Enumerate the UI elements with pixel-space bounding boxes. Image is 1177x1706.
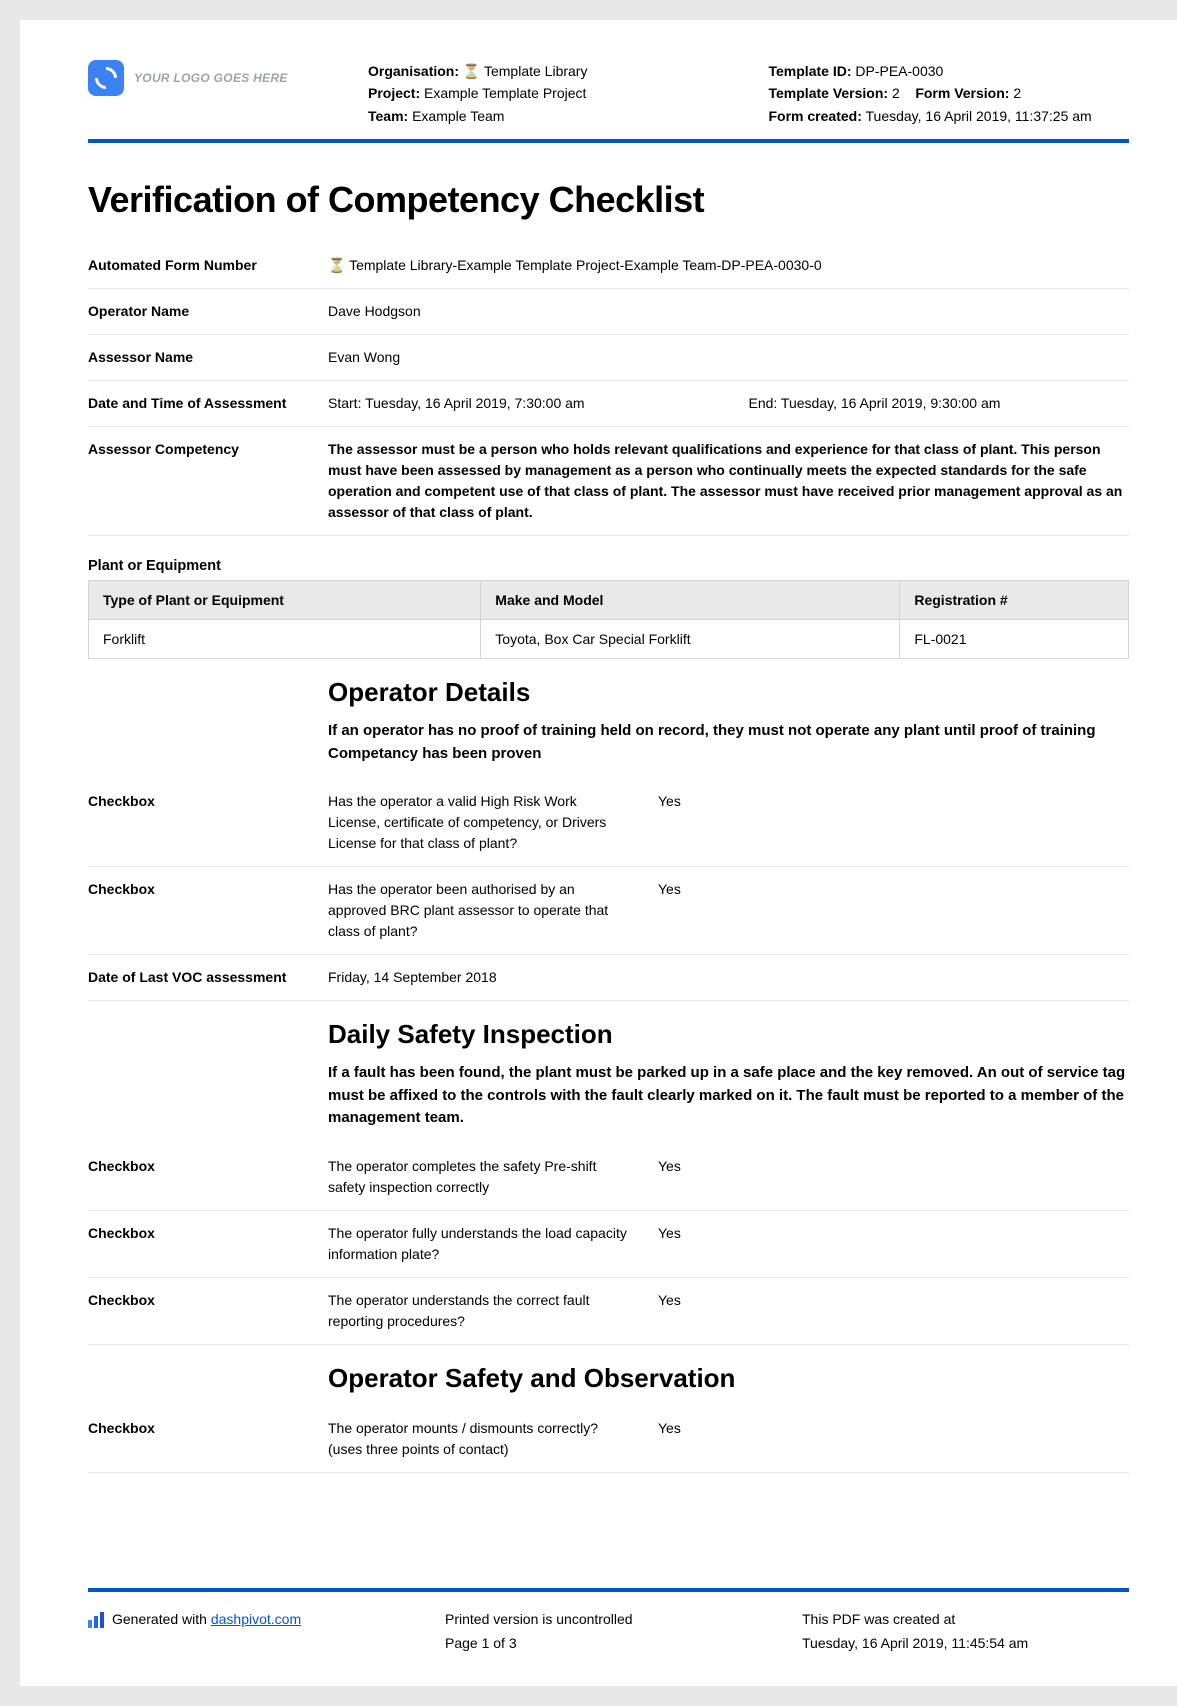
project-value: Example Template Project: [424, 85, 586, 101]
daily-safety-answer-2: Yes: [658, 1290, 718, 1332]
plant-table: Type of Plant or Equipment Make and Mode…: [88, 580, 1129, 659]
operator-safety-title: Operator Safety and Observation: [328, 1363, 1129, 1394]
header-meta: Organisation: ⏳ Template Library Project…: [368, 60, 1129, 127]
daily-safety-answer-1: Yes: [658, 1223, 718, 1265]
plant-cell-make: Toyota, Box Car Special Forklift: [481, 620, 900, 659]
daily-safety-row-1: Checkbox The operator fully understands …: [88, 1211, 1129, 1278]
operator-details-title: Operator Details: [328, 677, 1129, 708]
plant-header-type: Type of Plant or Equipment: [89, 581, 481, 620]
dashpivot-link[interactable]: dashpivot.com: [211, 1611, 301, 1627]
team-value: Example Team: [412, 108, 504, 124]
op-safety-row-0: Checkbox The operator mounts / dismounts…: [88, 1406, 1129, 1473]
datetime-start-value: Start: Tuesday, 16 April 2019, 7:30:00 a…: [328, 393, 709, 414]
assessor-name-label: Assessor Name: [88, 347, 328, 368]
header-meta-left: Organisation: ⏳ Template Library Project…: [368, 60, 729, 127]
logo-area: YOUR LOGO GOES HERE: [88, 60, 368, 96]
op-detail-question-1: Has the operator been authorised by an a…: [328, 879, 628, 942]
plant-table-row: Forklift Toyota, Box Car Special Forklif…: [89, 620, 1129, 659]
uncontrolled-text: Printed version is uncontrolled: [445, 1608, 772, 1632]
operator-safety-header-block: Operator Safety and Observation: [328, 1363, 1129, 1406]
template-id-label: Template ID:: [769, 63, 852, 79]
template-id-value: DP-PEA-0030: [855, 63, 943, 79]
document-page: YOUR LOGO GOES HERE Organisation: ⏳ Temp…: [20, 20, 1177, 1686]
created-at-label: This PDF was created at: [802, 1608, 1129, 1632]
daily-safety-note: If a fault has been found, the plant mus…: [328, 1062, 1129, 1130]
last-voc-label: Date of Last VOC assessment: [88, 967, 328, 988]
op-detail-answer-1: Yes: [658, 879, 718, 942]
template-version-label: Template Version:: [769, 85, 889, 101]
field-operator-name: Operator Name Dave Hodgson: [88, 289, 1129, 335]
operator-name-label: Operator Name: [88, 301, 328, 322]
field-assessor-competency: Assessor Competency The assessor must be…: [88, 427, 1129, 536]
form-version-value: 2: [1013, 85, 1021, 101]
footer-created-at: This PDF was created at Tuesday, 16 Apri…: [802, 1608, 1129, 1656]
last-voc-value: Friday, 14 September 2018: [328, 967, 1129, 988]
daily-safety-question-2: The operator understands the correct fau…: [328, 1290, 628, 1332]
form-version-label: Form Version:: [915, 85, 1009, 101]
op-detail-label-1: Checkbox: [88, 879, 328, 942]
plant-equipment-header: Plant or Equipment: [88, 558, 1129, 574]
assessor-competency-value: The assessor must be a person who holds …: [328, 439, 1129, 523]
bars-icon: [88, 1612, 104, 1628]
template-version-value: 2: [892, 85, 900, 101]
footer-uncontrolled: Printed version is uncontrolled Page 1 o…: [445, 1608, 772, 1656]
form-title: Verification of Competency Checklist: [88, 179, 1129, 221]
daily-safety-title: Daily Safety Inspection: [328, 1019, 1129, 1050]
daily-safety-label-2: Checkbox: [88, 1290, 328, 1332]
logo-placeholder-text: YOUR LOGO GOES HERE: [134, 71, 288, 85]
plant-header-reg: Registration #: [900, 581, 1129, 620]
op-detail-label-0: Checkbox: [88, 791, 328, 854]
op-safety-answer-0: Yes: [658, 1418, 718, 1460]
footer-generated: Generated with dashpivot.com: [88, 1608, 415, 1656]
field-datetime: Date and Time of Assessment Start: Tuesd…: [88, 381, 1129, 427]
daily-safety-row-0: Checkbox The operator completes the safe…: [88, 1144, 1129, 1211]
plant-cell-type: Forklift: [89, 620, 481, 659]
document-header: YOUR LOGO GOES HERE Organisation: ⏳ Temp…: [88, 60, 1129, 143]
last-voc-row: Date of Last VOC assessment Friday, 14 S…: [88, 955, 1129, 1001]
team-label: Team:: [368, 108, 408, 124]
auto-number-value: ⏳ Template Library-Example Template Proj…: [328, 255, 1129, 276]
header-meta-right: Template ID: DP-PEA-0030 Template Versio…: [769, 60, 1130, 127]
op-detail-question-0: Has the operator a valid High Risk Work …: [328, 791, 628, 854]
datetime-end-value: End: Tuesday, 16 April 2019, 9:30:00 am: [749, 393, 1130, 414]
assessor-competency-label: Assessor Competency: [88, 439, 328, 523]
operator-details-header-block: Operator Details If an operator has no p…: [328, 677, 1129, 779]
op-detail-row-0: Checkbox Has the operator a valid High R…: [88, 779, 1129, 867]
daily-safety-answer-0: Yes: [658, 1156, 718, 1198]
plant-cell-reg: FL-0021: [900, 620, 1129, 659]
op-safety-label-0: Checkbox: [88, 1418, 328, 1460]
generated-with-text: Generated with: [112, 1611, 211, 1627]
plant-table-header-row: Type of Plant or Equipment Make and Mode…: [89, 581, 1129, 620]
assessor-name-value: Evan Wong: [328, 347, 1129, 368]
plant-header-make: Make and Model: [481, 581, 900, 620]
operator-details-note: If an operator has no proof of training …: [328, 720, 1129, 765]
field-auto-number: Automated Form Number ⏳ Template Library…: [88, 243, 1129, 289]
logo-icon: [88, 60, 124, 96]
form-created-label: Form created:: [769, 108, 862, 124]
op-safety-question-0: The operator mounts / dismounts correctl…: [328, 1418, 628, 1460]
document-footer: Generated with dashpivot.com Printed ver…: [88, 1588, 1129, 1656]
daily-safety-header-block: Daily Safety Inspection If a fault has b…: [328, 1019, 1129, 1144]
operator-name-value: Dave Hodgson: [328, 301, 1129, 322]
op-detail-answer-0: Yes: [658, 791, 718, 854]
auto-number-label: Automated Form Number: [88, 255, 328, 276]
organisation-label: Organisation:: [368, 63, 459, 79]
daily-safety-label-1: Checkbox: [88, 1223, 328, 1265]
daily-safety-row-2: Checkbox The operator understands the co…: [88, 1278, 1129, 1345]
project-label: Project:: [368, 85, 420, 101]
created-at-value: Tuesday, 16 April 2019, 11:45:54 am: [802, 1632, 1129, 1656]
daily-safety-label-0: Checkbox: [88, 1156, 328, 1198]
op-detail-row-1: Checkbox Has the operator been authorise…: [88, 867, 1129, 955]
organisation-value: ⏳ Template Library: [463, 63, 588, 79]
form-created-value: Tuesday, 16 April 2019, 11:37:25 am: [866, 108, 1092, 124]
datetime-label: Date and Time of Assessment: [88, 393, 328, 414]
page-info-text: Page 1 of 3: [445, 1632, 772, 1656]
field-assessor-name: Assessor Name Evan Wong: [88, 335, 1129, 381]
daily-safety-question-0: The operator completes the safety Pre-sh…: [328, 1156, 628, 1198]
daily-safety-question-1: The operator fully understands the load …: [328, 1223, 628, 1265]
